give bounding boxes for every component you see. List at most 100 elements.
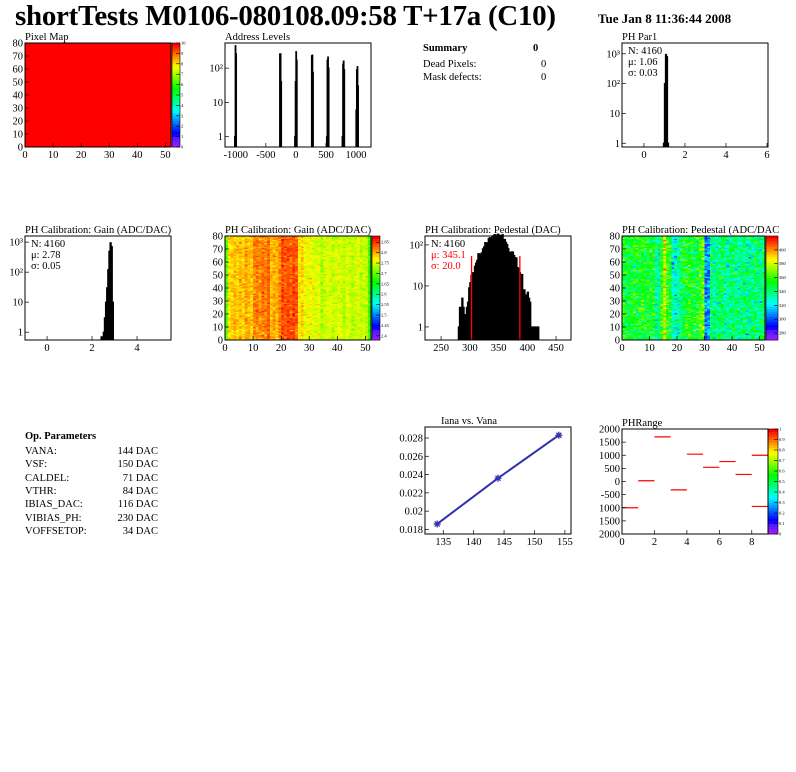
heatmap-cell (348, 284, 352, 286)
heatmap-cell (292, 321, 296, 324)
heatmap-cell (236, 303, 240, 306)
heatmap-cell (328, 325, 332, 328)
heatmap-cell (368, 304, 372, 307)
heatmap-cell (241, 321, 245, 324)
heatmap-cell (359, 299, 363, 302)
heatmap-cell (283, 320, 288, 323)
heatmap-cell (624, 321, 628, 324)
heatmap-cell (334, 265, 338, 268)
heatmap-cell (289, 328, 293, 330)
heatmap-cell (244, 293, 248, 295)
heatmap-cell (309, 271, 313, 273)
heatmap-cell (230, 262, 234, 264)
heatmap-cell (239, 307, 243, 310)
heatmap-cell (236, 282, 240, 285)
heatmap-cell (253, 303, 257, 306)
heatmap-cell (306, 306, 310, 308)
heatmap-cell (233, 251, 237, 254)
heatmap-cell (286, 328, 290, 330)
heatmap-cell (351, 265, 355, 268)
heatmap-cell (253, 312, 257, 315)
heatmap-cell (368, 247, 372, 250)
heatmap-cell (627, 297, 631, 299)
heatmap-cell (241, 319, 245, 321)
heatmap-cell (295, 310, 299, 312)
heatmap-cell (368, 337, 372, 339)
heatmap-cell (320, 308, 324, 311)
heatmap-cell (295, 254, 299, 256)
heatmap-cell (622, 267, 626, 269)
heatmap-cell (365, 304, 369, 307)
heatmap-cell (359, 291, 363, 294)
heatmap-cell (233, 325, 237, 328)
heatmap-cell (247, 265, 251, 268)
heatmap-cell (328, 332, 332, 334)
heatmap-cell (331, 272, 335, 274)
heatmap-cell (281, 278, 285, 281)
heatmap-cell (298, 280, 302, 282)
heatmap-cell (247, 267, 251, 269)
heatmap-cell (340, 291, 344, 294)
heatmap-cell (624, 249, 628, 251)
heatmap-cell (269, 246, 274, 248)
heatmap-cell (348, 280, 352, 282)
heatmap-cell (267, 278, 271, 281)
heatmap-cell (300, 306, 304, 308)
heatmap-cell (233, 269, 237, 272)
heatmap-cell (261, 303, 265, 306)
heatmap-cell (261, 276, 265, 278)
heatmap-cell (342, 251, 347, 254)
heatmap-cell (278, 328, 282, 330)
heatmap-cell (250, 252, 254, 255)
heatmap-cell (300, 323, 304, 325)
heatmap-cell (368, 246, 372, 248)
heatmap-cell (269, 337, 274, 339)
heatmap-cell (630, 277, 634, 280)
heatmap-cell (295, 334, 299, 337)
heatmap-cell (351, 262, 355, 264)
heatmap-cell (365, 288, 369, 290)
heatmap-cell (314, 289, 318, 291)
heatmap-cell (236, 247, 240, 250)
heatmap-cell (281, 241, 285, 243)
heatmap-cell (309, 310, 313, 312)
heatmap-cell (326, 323, 330, 325)
heatmap-cell (239, 245, 243, 247)
heatmap-cell (286, 291, 290, 294)
heatmap-cell (351, 255, 355, 258)
heatmap-cell (334, 310, 338, 312)
heatmap-cell (326, 312, 330, 315)
heatmap-cell (272, 245, 276, 247)
heatmap-cell (278, 295, 282, 298)
heatmap-cell (253, 333, 257, 336)
y-tick-label: 10 (213, 323, 224, 334)
heatmap-cell (258, 246, 262, 248)
heatmap-cell (269, 295, 274, 298)
heatmap-cell (233, 256, 237, 259)
heatmap-cell (261, 301, 265, 303)
heatmap-cell (267, 325, 271, 328)
op-param-label: VSF: (25, 459, 48, 471)
heatmap-cell (250, 297, 254, 299)
heatmap-cell (241, 251, 245, 254)
heatmap-cell (331, 247, 335, 250)
heatmap-cell (292, 304, 296, 307)
heatmap-cell (345, 336, 349, 338)
heatmap-cell (351, 298, 355, 300)
heatmap-cell (267, 258, 271, 260)
heatmap-cell (239, 268, 243, 271)
heatmap-cell (278, 330, 282, 333)
heatmap-cell (314, 329, 318, 332)
heatmap-cell (362, 301, 366, 303)
heatmap-cell (334, 317, 338, 320)
heatmap-cell (362, 273, 366, 276)
heatmap-cell (283, 332, 288, 334)
heatmap-cell (269, 303, 274, 306)
heatmap-cell (253, 304, 257, 307)
heatmap-cell (323, 298, 327, 300)
heatmap-cell (630, 337, 634, 339)
heatmap-cell (303, 299, 307, 302)
heatmap-cell (326, 330, 330, 333)
heatmap-cell (337, 277, 341, 280)
heatmap-cell (227, 293, 231, 295)
